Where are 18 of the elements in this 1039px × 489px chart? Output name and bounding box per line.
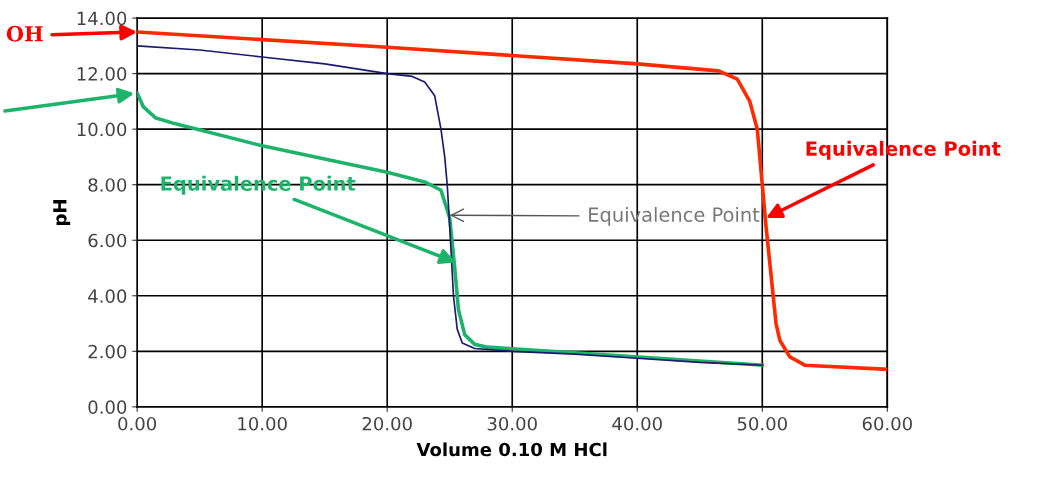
- y-tick-label: 6.00: [88, 233, 127, 248]
- x-tick-label: 0.00: [118, 416, 157, 431]
- y-tick-label: 4.00: [88, 289, 127, 303]
- annotation: OH: [6, 25, 43, 42]
- y-axis-title: pH: [53, 200, 71, 225]
- x-tick-label: 20.00: [362, 416, 412, 431]
- x-tick-label: 50.00: [737, 416, 787, 431]
- x-tick-label: 30.00: [487, 416, 537, 431]
- y-tick-label: 14.00: [77, 11, 127, 26]
- y-tick-label: 2.00: [88, 344, 127, 359]
- x-tick-label: 10.00: [238, 416, 287, 431]
- y-tick-label: 0.00: [88, 400, 127, 414]
- y-tick-label: 8.00: [88, 178, 127, 192]
- x-tick-label: 60.00: [862, 416, 912, 431]
- y-tick-label: 10.00: [77, 122, 127, 137]
- x-tick-label: 40.00: [612, 416, 662, 431]
- x-axis-title: Volume 0.10 M HCl: [416, 442, 607, 457]
- y-tick-label: 12.00: [77, 67, 127, 81]
